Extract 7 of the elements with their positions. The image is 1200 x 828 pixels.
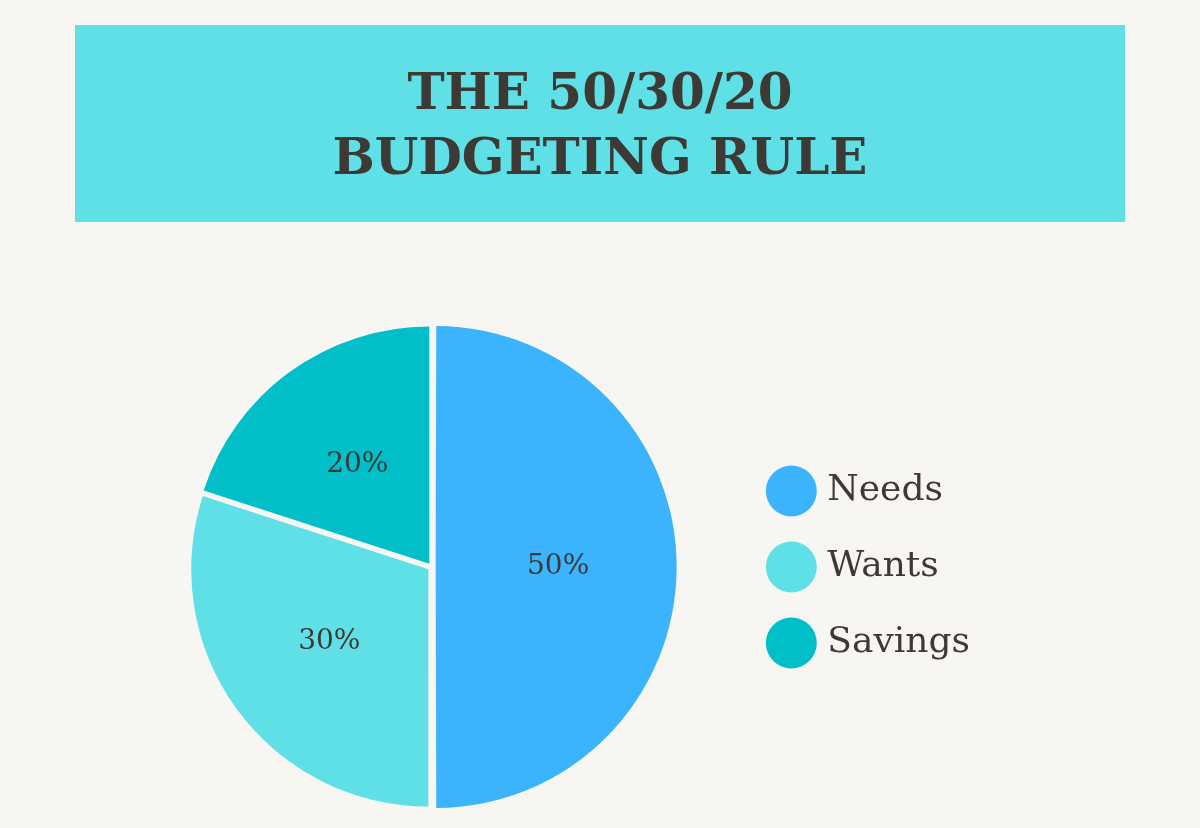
data-label: 50% [527, 548, 590, 582]
data-label: 20% [326, 445, 389, 479]
legend-label: Needs [827, 467, 943, 509]
legend-label: Wants [827, 543, 939, 585]
chart-title: THE 50/30/20 BUDGETING RULE [332, 60, 868, 188]
legend-label: Savings [827, 619, 971, 661]
data-label: 30% [298, 622, 361, 656]
